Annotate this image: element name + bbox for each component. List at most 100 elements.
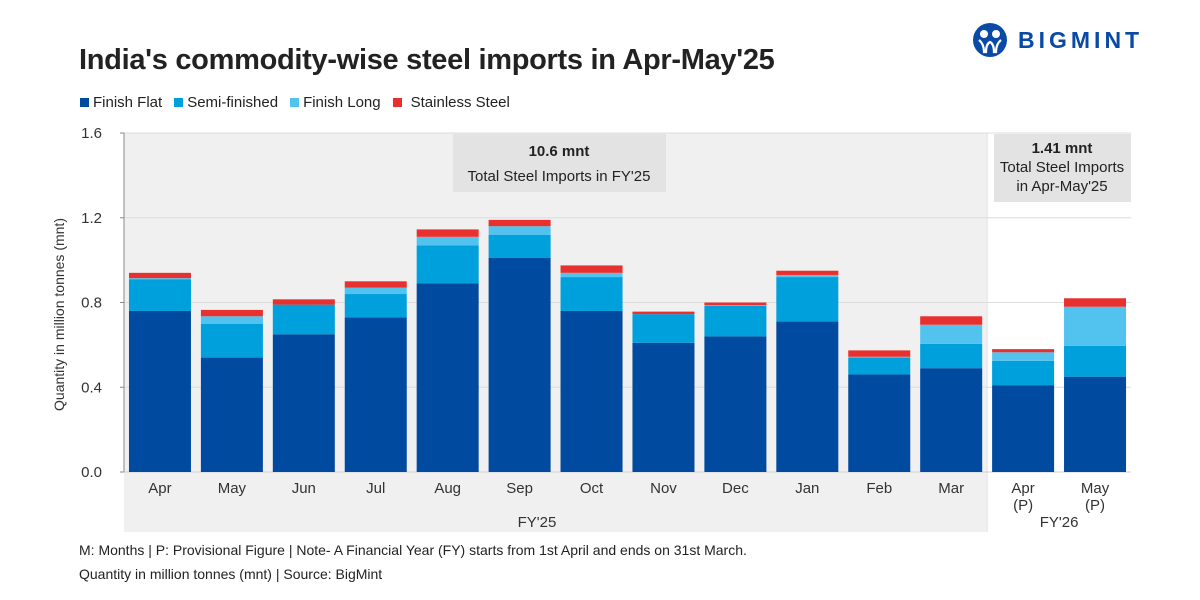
- bar-segment-stainless-steel: [200, 309, 263, 317]
- x-tick-label: Apr: [148, 480, 171, 497]
- legend-swatch: [392, 98, 402, 107]
- bar-segment-semi-finished: [344, 294, 407, 318]
- legend-label: Stainless Steel: [410, 94, 510, 111]
- x-tick-label: May: [1081, 480, 1110, 497]
- x-tick-label: (P): [1085, 497, 1105, 514]
- y-tick-label: 0.0: [81, 464, 102, 481]
- bar-segment-finish-long: [488, 226, 551, 235]
- bar-segment-stainless-steel: [992, 349, 1055, 353]
- bar-segment-semi-finished: [632, 314, 695, 343]
- annotation-value: 10.6 mnt: [529, 143, 590, 160]
- legend-swatch: [290, 98, 300, 107]
- x-tick-label: Dec: [722, 480, 749, 497]
- chart-title: India's commodity-wise steel imports in …: [79, 44, 775, 76]
- legend-label: Finish Long: [303, 94, 381, 111]
- chart-legend: Finish Flat Semi-finished Finish Long St…: [80, 94, 522, 111]
- bar-segment-finish-flat: [848, 374, 911, 472]
- bar-segment-finish-flat: [128, 310, 191, 472]
- y-tick-label: 1.2: [81, 210, 102, 227]
- bar-segment-stainless-steel: [776, 270, 839, 275]
- bar-segment-stainless-steel: [128, 272, 191, 279]
- legend-item-finish-long: Finish Long: [290, 94, 381, 111]
- x-tick-label: Sep: [506, 480, 533, 497]
- bar-segment-semi-finished: [776, 277, 839, 322]
- annotation-box-fy25: [453, 134, 666, 192]
- bar-segment-semi-finished: [560, 277, 623, 311]
- bar-segment-semi-finished: [488, 234, 551, 259]
- bar-segment-stainless-steel: [416, 229, 479, 237]
- bar-segment-semi-finished: [704, 305, 767, 337]
- bar-segment-finish-long: [128, 278, 191, 280]
- bar-segment-finish-long: [992, 352, 1055, 361]
- bar-segment-finish-long: [200, 316, 263, 324]
- legend-label: Semi-finished: [187, 94, 279, 111]
- bar-segment-stainless-steel: [920, 316, 983, 325]
- bar-segment-finish-flat: [704, 336, 767, 472]
- bar-segment-finish-long: [1064, 306, 1127, 346]
- bar-segment-semi-finished: [992, 360, 1055, 386]
- bar-segment-stainless-steel: [488, 219, 551, 227]
- bar-segment-semi-finished: [848, 357, 911, 375]
- group-label: FY'26: [1040, 514, 1079, 531]
- bar-segment-semi-finished: [128, 279, 191, 311]
- x-tick-label: (P): [1013, 497, 1033, 514]
- footer-note: M: Months | P: Provisional Figure | Note…: [79, 542, 747, 558]
- legend-label: Finish Flat: [93, 94, 163, 111]
- bigmint-logo-icon: [973, 23, 1007, 57]
- brand-logo: BIGMINT: [972, 22, 1143, 58]
- bar-segment-finish-flat: [200, 357, 263, 472]
- bar-segment-finish-flat: [560, 310, 623, 472]
- group-label: FY'25: [518, 514, 557, 531]
- bar-segment-finish-long: [776, 274, 839, 278]
- bar-segment-finish-long: [920, 324, 983, 344]
- bar-segment-finish-flat: [992, 385, 1055, 472]
- bar-segment-finish-flat: [920, 368, 983, 472]
- legend-item-semi-finished: Semi-finished: [174, 94, 278, 111]
- bar-segment-stainless-steel: [1064, 298, 1127, 307]
- bar-segment-stainless-steel: [704, 302, 767, 306]
- bar-segment-finish-long: [560, 272, 623, 278]
- y-axis-title: Quantity in million tonnes (mnt): [51, 218, 67, 411]
- x-tick-label: Jan: [795, 480, 819, 497]
- x-tick-label: Oct: [580, 480, 604, 497]
- annotation-value: 1.41 mnt: [1032, 140, 1093, 157]
- bar-segment-finish-flat: [344, 317, 407, 472]
- x-tick-label: Feb: [866, 480, 892, 497]
- bar-segment-stainless-steel: [344, 281, 407, 288]
- legend-swatch: [174, 98, 184, 107]
- bar-segment-finish-long: [704, 305, 767, 306]
- annotation-text: Total Steel Imports in FY'25: [468, 168, 651, 185]
- y-tick-label: 0.4: [81, 379, 102, 396]
- y-tick-label: 1.6: [81, 125, 102, 142]
- legend-swatch: [80, 98, 89, 107]
- bar-segment-finish-flat: [776, 321, 839, 472]
- bar-segment-finish-long: [344, 287, 407, 295]
- legend-item-finish-flat: Finish Flat: [80, 94, 162, 111]
- x-tick-label: May: [218, 480, 247, 497]
- bar-segment-semi-finished: [1064, 345, 1127, 377]
- bar-segment-finish-long: [848, 356, 911, 358]
- bar-segment-semi-finished: [200, 323, 263, 358]
- bar-segment-stainless-steel: [848, 350, 911, 357]
- bar-segment-finish-flat: [488, 258, 551, 472]
- bar-segment-semi-finished: [920, 343, 983, 369]
- bar-segment-semi-finished: [416, 245, 479, 284]
- x-tick-label: Mar: [938, 480, 964, 497]
- annotation-box-fy26: [994, 134, 1131, 202]
- bar-segment-stainless-steel: [632, 311, 695, 315]
- group-background-0: [124, 133, 988, 532]
- brand-name: BIGMINT: [1018, 26, 1144, 53]
- bar-segment-stainless-steel: [560, 265, 623, 273]
- bar-segment-finish-flat: [272, 334, 335, 472]
- bar-segment-finish-flat: [1064, 376, 1127, 472]
- annotation-text: in Apr-May'25: [1016, 178, 1107, 195]
- y-tick-label: 0.8: [81, 295, 102, 312]
- x-tick-label: Aug: [434, 480, 461, 497]
- bar-segment-semi-finished: [272, 304, 335, 335]
- footer-source: Quantity in million tonnes (mnt) | Sourc…: [79, 566, 383, 582]
- x-tick-label: Nov: [650, 480, 677, 497]
- x-tick-label: Jul: [366, 480, 385, 497]
- legend-item-stainless-steel: Stainless Steel: [392, 94, 510, 111]
- bar-segment-stainless-steel: [272, 299, 335, 305]
